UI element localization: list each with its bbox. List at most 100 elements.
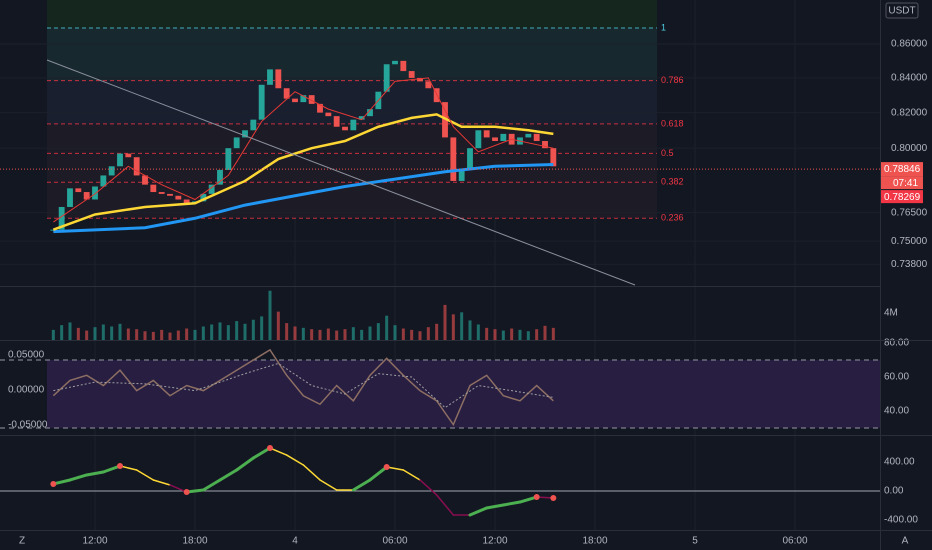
volume-bar [476,324,480,340]
candle [83,192,90,200]
candle [75,188,82,193]
x-tick-label: 12:00 [482,536,507,547]
fib-label: 0.382 [661,177,684,187]
candle [325,112,332,117]
volume-bar [143,331,147,340]
fib-label: 0.5 [661,148,674,158]
y-tick-label: 0.05000 [8,350,45,361]
volume-bar [351,327,355,340]
candle [492,137,498,142]
candle [392,60,398,65]
wave-segment [501,500,522,507]
candle [417,77,423,82]
moving-average [52,113,554,231]
fib-label: 0.618 [661,118,684,128]
wave-segment [402,469,421,481]
wave-segment [351,478,372,492]
candle [267,69,273,85]
oscillator-line [52,348,554,427]
y2-tick-label: 40.00 [884,406,909,417]
wave-segment [368,465,389,482]
volume-bar [318,329,322,340]
volume-bar [168,332,172,340]
x-tick-label: 18:00 [582,536,607,547]
wave-segment [85,470,105,477]
wave-cross-dot [267,445,273,452]
volume-bar [76,327,80,340]
candle [233,137,240,149]
volume-bar [360,329,364,340]
candle [125,153,132,158]
wave-segment [319,479,338,491]
volume-bar [51,329,55,340]
candle [258,84,265,120]
candle [225,148,232,170]
volume-bar [93,327,97,340]
candle [450,137,457,181]
volume-bar [335,330,339,340]
wave-segment [419,479,438,496]
y-tick-label: 0.84000 [891,73,928,84]
currency: USDT [888,6,915,17]
candle [300,95,307,103]
x-tick-label: 12:00 [82,536,107,547]
candle [500,133,507,142]
y2-tick-label: 60.00 [884,372,909,383]
y-tick-label: 0.82000 [891,107,928,118]
wave-segment [201,478,222,492]
x-tick-label: 06:00 [382,536,407,547]
wave-segment [302,464,321,481]
wave-cross-dot [50,480,57,487]
currency-box[interactable] [885,2,919,19]
wave-segment [485,503,505,510]
wave-cross-dot [550,495,557,502]
candle [400,60,407,72]
volume-bar [385,315,389,340]
last-price: 0.78846 [884,164,921,175]
moving-average [53,162,554,234]
volume-bar [401,328,405,340]
candle [92,186,98,200]
y-tick-label: 400.00 [884,457,915,468]
fib-label: 1 [661,22,666,32]
volume-tick-label: 4M [884,308,898,319]
x-tick-label: 4 [292,536,298,547]
candle [67,188,73,207]
wave-segment [435,494,455,516]
candle [183,199,190,204]
y2-tick-label: 80.00 [884,338,909,349]
auto-scale-icon[interactable]: A [902,536,909,547]
wave-cross-dot [117,462,123,469]
volume-bar [243,323,247,340]
volume-bar [135,329,139,340]
candle [100,175,107,187]
volume-bar [410,329,414,340]
trend-line[interactable] [46,59,636,286]
y-tick-label: -0.05000 [8,420,48,431]
volume-bar [218,322,222,340]
candle [250,119,257,131]
candle [283,88,290,99]
candle [58,206,65,230]
y-tick-label: 0.00000 [8,385,45,396]
last-price-box [881,162,923,177]
y-tick-label: 0.86000 [891,39,928,50]
volume-bar [193,329,197,340]
volume-bar [160,329,164,340]
wave-cross-dot [383,464,390,471]
candle [525,133,532,138]
candle [200,193,207,202]
moving-average [53,77,554,223]
volume-bar [268,290,272,340]
candle [208,184,215,194]
wave-segment [169,484,188,493]
candle [467,148,473,170]
countdown-box [881,176,923,190]
candle [383,64,390,92]
fib-zone [47,0,657,29]
volume-bar [526,331,530,340]
wave-segment [152,479,171,486]
timezone-icon[interactable]: Z [19,536,25,547]
candle [458,169,465,181]
